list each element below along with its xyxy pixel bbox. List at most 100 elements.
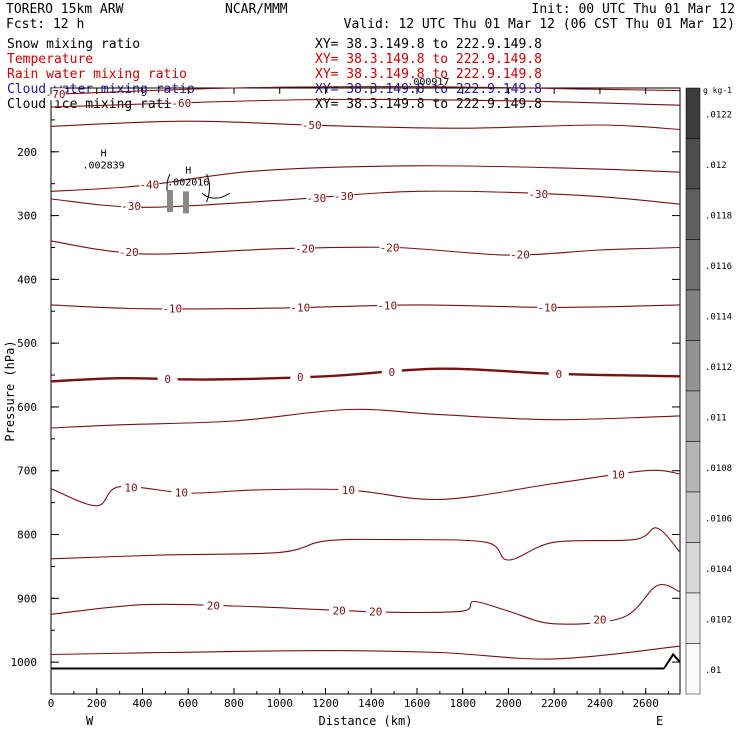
contour-label: 10 [124, 482, 137, 495]
contour-label: -20 [295, 242, 315, 255]
colorbar-tick-label: .0102 [705, 615, 732, 625]
contour-label-bg [171, 96, 192, 109]
colorbar-tick-label: .0122 [705, 110, 732, 120]
plot-area [50, 87, 681, 695]
x-tick-label: 400 [133, 697, 153, 710]
colorbar-tick-label: .0106 [705, 514, 732, 524]
x-axis-label: Distance (km) [319, 714, 413, 728]
y-tick-label: 300 [17, 210, 37, 223]
contour-label: 20 [207, 600, 220, 613]
contour-label-bg [329, 604, 350, 617]
legend-field-xy: XY= 38.3.149.8 to 222.9.149.8 [315, 67, 542, 82]
contour-label-bg [338, 483, 359, 496]
contour-label-bg [306, 191, 327, 204]
temperature-contours: -70 -60 -50 -40 -30 -30 -30 -30 -20 -20 -20 -20 -10 -… [45, 86, 681, 670]
terrain-edge [663, 652, 681, 670]
snow-shading [166, 190, 173, 213]
contour-label: -30 [528, 188, 548, 201]
contour-label-bg [379, 241, 400, 254]
contour-label-bg [121, 481, 142, 494]
x-tick-label: 1200 [312, 697, 339, 710]
colorbar-tick-label: .01 [705, 666, 721, 676]
contour-label: 0 [164, 373, 171, 386]
temperature-contour-line [50, 190, 681, 208]
colorbar-segment [685, 592, 701, 644]
temperature-contour-line [50, 240, 681, 256]
colorbar-segment [685, 390, 701, 442]
colorbar-tick-label: .0112 [705, 363, 732, 373]
temperature-contour-line [50, 408, 681, 429]
colorbar-tick-label: .011 [705, 413, 727, 423]
legend-field-name: Temperature [7, 52, 93, 67]
contour-label-bg [171, 486, 192, 499]
snow-max-label: .002016 [167, 178, 209, 189]
header-init: Init: 00 UTC Thu 01 Mar 12 [532, 2, 736, 17]
contour-label-bg [203, 599, 224, 612]
colorbar-tick-label: .012 [705, 161, 727, 171]
snow-max-label: .002839 [83, 160, 125, 171]
contour-label-bg [377, 299, 398, 312]
plot-frame [50, 87, 681, 695]
contour-label: 10 [175, 486, 188, 499]
colorbar-segment [685, 239, 701, 291]
colorbar-segment [685, 542, 701, 594]
west-label: W [86, 714, 94, 728]
y-tick-label: 800 [17, 529, 37, 542]
temperature-contour-line [50, 86, 681, 95]
contour-label: 0 [555, 368, 562, 381]
contour-label: -50 [302, 119, 322, 132]
contour-label-bg [121, 200, 142, 213]
x-tick-label: 1800 [449, 697, 476, 710]
contour-label-bg [162, 302, 183, 315]
y-tick-label: 500 [17, 337, 37, 350]
x-tick-label: 2600 [632, 697, 659, 710]
colorbar-tick-label: .0116 [705, 262, 732, 272]
contour-label-bg [290, 301, 311, 314]
y-tick-label: 900 [17, 592, 37, 605]
contour-label-bg [301, 119, 322, 132]
contour-label-bg [381, 365, 402, 378]
colorbar-segment [685, 188, 701, 240]
x-tick-label: 1400 [358, 697, 385, 710]
colorbar-segment [685, 340, 701, 392]
colorbar-tick-label: .0108 [705, 464, 732, 474]
temperature-contour-line [50, 645, 681, 660]
legend-field-name: Snow mixing ratio [7, 37, 140, 52]
contour-label: -10 [290, 302, 310, 315]
contour-label: 0 [388, 366, 395, 379]
contour-label: -20 [380, 242, 400, 255]
temperature-contour-line [50, 584, 681, 625]
header-title: TORERO 15km ARW [6, 2, 124, 17]
temperature-contour-line [50, 98, 681, 108]
contour-label: -60 [171, 97, 191, 110]
legend-field-xy: XY= 38.3.149.8 to 222.9.149.8 [315, 37, 542, 52]
temperature-contour-line [50, 367, 681, 383]
contour-label: -20 [119, 246, 139, 259]
y-tick-label: 600 [17, 401, 37, 414]
contour-label: -20 [510, 248, 530, 261]
contour-label-bg [290, 371, 311, 384]
temperature-contour-line [50, 527, 681, 561]
contour-label-bg [537, 301, 558, 314]
colorbar-segment [685, 289, 701, 341]
colorbar-tick-label: .0118 [705, 211, 732, 221]
x-tick-label: 200 [87, 697, 107, 710]
header-forecast: Fcst: 12 h [6, 17, 84, 32]
header: TORERO 15km ARW Fcst: 12 h NCAR/MMM Init… [6, 2, 735, 32]
contour-label: 10 [342, 484, 355, 497]
colorbar-segment [685, 441, 701, 493]
contour-label-bg [157, 372, 178, 385]
contour-label: -10 [377, 300, 397, 313]
contour-label-bg [333, 190, 354, 203]
contour-label: -70 [46, 88, 66, 101]
contour-label: -10 [537, 301, 557, 314]
x-tick-label: 2400 [587, 697, 614, 710]
legend-field-xy: XY= 38.3.149.8 to 222.9.149.8 [315, 52, 542, 67]
y-tick-label: 400 [17, 273, 37, 286]
x-tick-label: 1000 [266, 697, 293, 710]
contour-label: -10 [162, 303, 182, 316]
x-tick-label: 600 [178, 697, 198, 710]
contour-label: 20 [369, 606, 382, 619]
x-tick-label: 2000 [495, 697, 522, 710]
